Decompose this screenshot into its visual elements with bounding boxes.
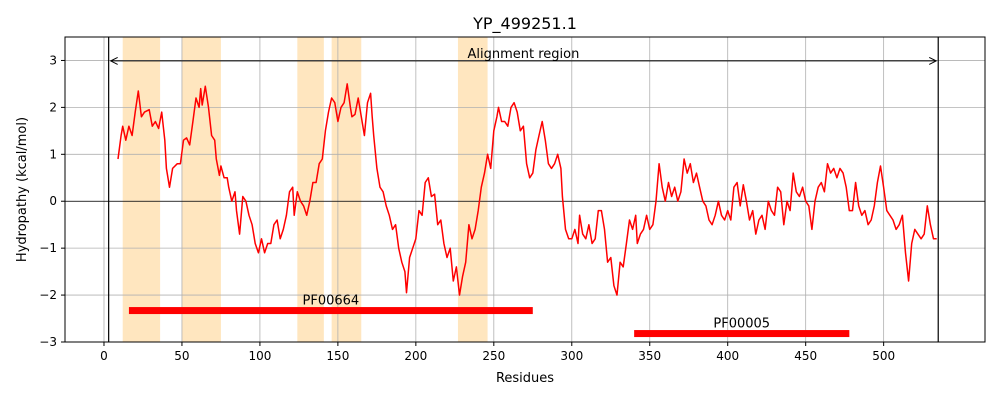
domain-bar xyxy=(128,307,533,315)
y-tick-label: 3 xyxy=(49,53,57,67)
y-tick-label: −1 xyxy=(39,241,57,255)
highlight-regions xyxy=(122,37,488,342)
x-axis-ticks: 0 50 100 150 200 250 300 350 400 450 500 xyxy=(100,342,895,363)
y-axis-ticks: −3 −2 −1 0 1 2 3 xyxy=(39,53,65,349)
y-tick-label: −3 xyxy=(39,335,57,349)
x-axis-title: Residues xyxy=(496,371,554,386)
highlight-region xyxy=(457,37,488,342)
x-tick-label: 50 xyxy=(174,349,189,363)
domain-bars: PF00664 PF00005 xyxy=(128,294,850,338)
x-tick-label: 200 xyxy=(404,349,427,363)
y-axis-title: Hydropathy (kcal/mol) xyxy=(15,117,30,262)
alignment-guides: Alignment region xyxy=(65,37,985,342)
domain-label: PF00664 xyxy=(303,294,360,309)
highlight-region xyxy=(297,37,324,342)
highlight-region xyxy=(122,37,161,342)
domain-bar xyxy=(634,330,850,338)
x-tick-label: 500 xyxy=(872,349,895,363)
domain-label: PF00005 xyxy=(713,317,770,332)
highlight-region xyxy=(181,37,221,342)
alignment-region-label: Alignment region xyxy=(468,47,580,62)
y-tick-label: −2 xyxy=(39,288,57,302)
x-tick-label: 150 xyxy=(326,349,349,363)
x-tick-label: 300 xyxy=(560,349,583,363)
y-tick-label: 1 xyxy=(49,147,57,161)
series-lines xyxy=(117,83,937,296)
x-tick-label: 450 xyxy=(794,349,817,363)
x-tick-label: 250 xyxy=(482,349,505,363)
x-tick-label: 0 xyxy=(100,349,108,363)
x-tick-label: 350 xyxy=(638,349,661,363)
y-tick-label: 0 xyxy=(49,194,57,208)
y-tick-label: 2 xyxy=(49,100,57,114)
plot-frame xyxy=(64,36,986,343)
alignment-arrowhead-right xyxy=(928,56,938,65)
alignment-arrowhead-left xyxy=(109,56,118,65)
x-tick-label: 400 xyxy=(716,349,739,363)
chart-title: YP_499251.1 xyxy=(472,14,577,34)
x-tick-label: 100 xyxy=(248,349,271,363)
hydropathy-line xyxy=(117,83,937,296)
